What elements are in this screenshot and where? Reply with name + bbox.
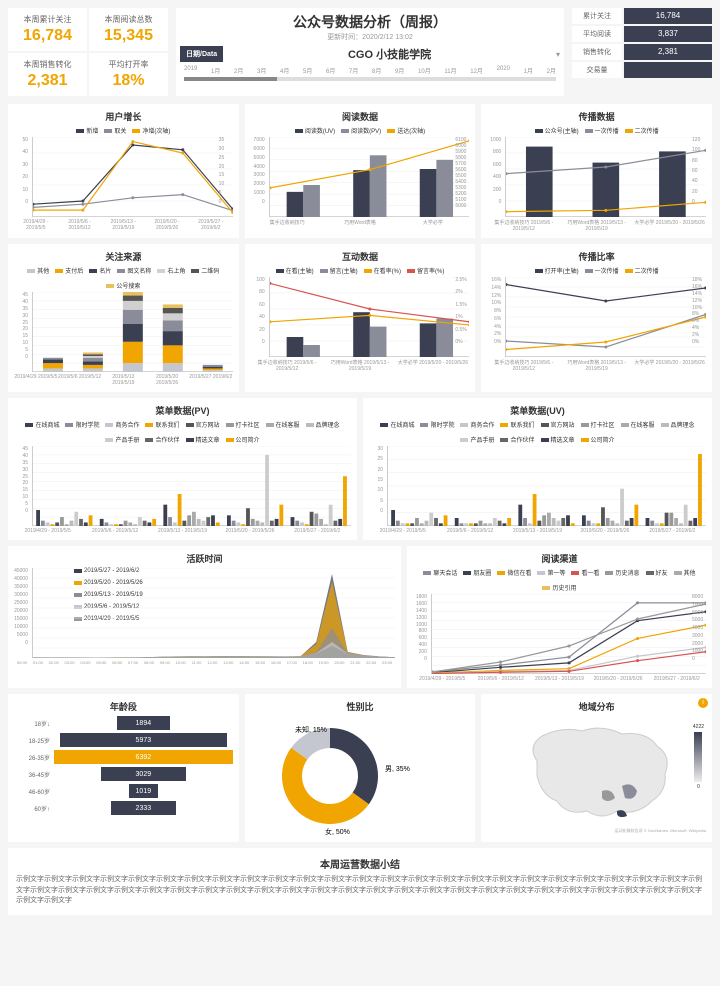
- map-credit: 运动化微软告诉 © GeoNames, Microsoft, Wikipedia: [487, 828, 706, 834]
- svg-text:男, 35%: 男, 35%: [385, 765, 410, 773]
- right-stats: 累计关注16,784平均阅读3,837销售转化2,381交易量: [572, 8, 712, 96]
- panel-menu-uv: 菜单数据(UV) 在线商城限时学院商务合作联系我们官方网站打卡社区在线客服品牌理…: [363, 398, 712, 540]
- panel-spread: 传播数据 公众号(主轴)一次传播二次传播 1000800600400200012…: [481, 104, 712, 238]
- panel-interact: 互动数据 在看(主轴)留言(主轴)在看率(%)留言率(%) 1008060402…: [245, 244, 476, 392]
- title-area: 公众号数据分析（周报） 更新时间：2020/2/12 13:02 日期/Data…: [176, 8, 564, 96]
- timeline-slider[interactable]: [184, 77, 556, 81]
- kpi-conversion: 本周销售转化2,381: [8, 53, 87, 96]
- row-5: 年龄段 18岁↓189418-25岁597326-35岁639236-45岁30…: [0, 694, 720, 848]
- timeline: 20191月2月3月4月5月6月7月8月9月10月11月12月20201月2月: [180, 66, 560, 75]
- panel-source: 关注来源 其他支付后名片图文名称右上角二维码公号搜索 4540353025201…: [8, 244, 239, 392]
- panel-read-data: 阅读数据 阅读数(UV)阅读数(PV)送达(次轴) 70006000500040…: [245, 104, 476, 238]
- kpi-reads: 本周阅读总数15,345: [89, 8, 168, 51]
- kpi-followers: 本周累计关注16,784: [8, 8, 87, 51]
- panel-spread-rate: 传播比率 打开率(主轴)一次传播二次传播 16%14%12%10%8%6%4%2…: [481, 244, 712, 392]
- kpi-openrate: 平均打开率18%: [89, 53, 168, 96]
- panel-region: 地域分布 i 4222 0 运动化微软告诉 © GeoNames, Micros…: [481, 694, 712, 842]
- panel-gender: 性别比 男, 35%女, 50%未知, 15%: [245, 694, 476, 842]
- map-legend: 4222 0: [693, 724, 704, 790]
- row-2: 关注来源 其他支付后名片图文名称右上角二维码公号搜索 4540353025201…: [0, 244, 720, 398]
- row-4: 活跃时间 2019/5/27 - 2019/6/22019/5/20 - 201…: [0, 546, 720, 694]
- header: 本周累计关注16,784 本周阅读总数15,345 本周销售转化2,381 平均…: [0, 0, 720, 104]
- date-label: 日期/Data: [180, 46, 223, 62]
- main-title: 公众号数据分析（周报）: [180, 12, 560, 32]
- filter-icon[interactable]: ▾: [556, 50, 560, 59]
- summary: 本周运营数据小结 示例文字示例文字示例文字示例文字示例文字示例文字示例文字示例文…: [8, 848, 712, 915]
- panel-channel: 阅读渠道 聊天会话朋友圈微信在看第一等看一看历史消息好友其他历史引用 18001…: [407, 546, 712, 688]
- panel-age: 年龄段 18岁↓189418-25岁597326-35岁639236-45岁30…: [8, 694, 239, 842]
- svg-text:未知, 15%: 未知, 15%: [295, 725, 327, 734]
- update-time: 更新时间：2020/2/12 13:02: [180, 32, 560, 42]
- panel-active: 活跃时间 2019/5/27 - 2019/6/22019/5/20 - 201…: [8, 546, 401, 688]
- info-icon[interactable]: i: [698, 698, 708, 708]
- panel-menu-pv: 菜单数据(PV) 在线商城限时学院商务合作联系我们官方网站打卡社区在线客服品牌理…: [8, 398, 357, 540]
- brand: CGO 小技能学院: [223, 46, 556, 62]
- row-3: 菜单数据(PV) 在线商城限时学院商务合作联系我们官方网站打卡社区在线客服品牌理…: [0, 398, 720, 546]
- kpi-grid: 本周累计关注16,784 本周阅读总数15,345 本周销售转化2,381 平均…: [8, 8, 168, 96]
- svg-text:女, 50%: 女, 50%: [325, 827, 350, 836]
- row-1: 用户增长 新增取关净增(次轴) 504030201003530252015105…: [0, 104, 720, 244]
- panel-user-growth: 用户增长 新增取关净增(次轴) 504030201003530252015105…: [8, 104, 239, 238]
